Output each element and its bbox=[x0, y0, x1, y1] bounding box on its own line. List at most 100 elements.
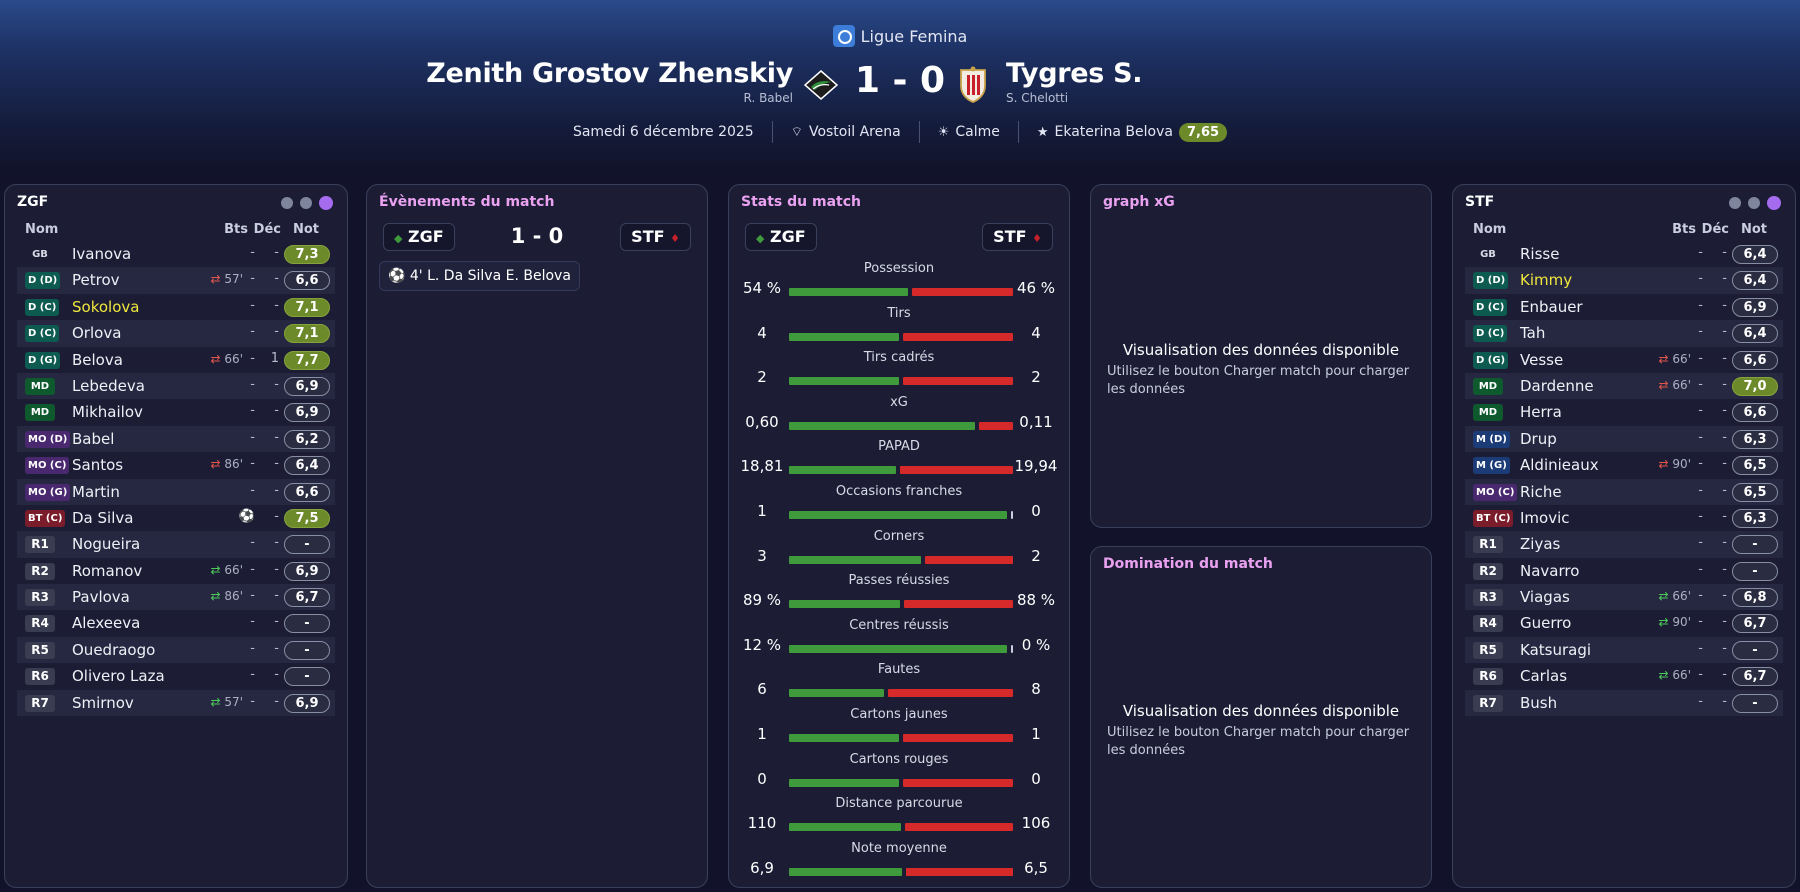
player-row[interactable]: R1 Ziyas - - - bbox=[1465, 531, 1783, 558]
player-name[interactable]: Santos bbox=[72, 456, 124, 475]
col-name[interactable]: Nom bbox=[1473, 222, 1507, 237]
view-dot-3[interactable] bbox=[319, 196, 333, 210]
player-row[interactable]: R2 Navarro - - - bbox=[1465, 558, 1783, 584]
player-name[interactable]: Dardenne bbox=[1520, 376, 1594, 395]
player-name[interactable]: Mikhailov bbox=[72, 403, 143, 422]
player-row[interactable]: D (G) Belova ⇄ 66' -1 7,7 bbox=[17, 347, 335, 373]
player-name[interactable]: Romanov bbox=[72, 561, 143, 580]
view-dot-1[interactable] bbox=[1729, 197, 1741, 209]
stat-away-bar bbox=[906, 867, 1013, 876]
player-name[interactable]: Imovic bbox=[1520, 508, 1570, 527]
col-rating[interactable]: Not bbox=[1740, 222, 1767, 237]
player-name[interactable]: Ivanova bbox=[72, 245, 132, 263]
player-row[interactable]: GB Risse - -6,4 bbox=[1465, 241, 1783, 267]
player-row[interactable]: D (C) Orlova - -7,1 bbox=[17, 320, 335, 347]
player-row[interactable]: M (D) Drup - -6,3 bbox=[1465, 425, 1783, 453]
stat-home-value: 1 bbox=[757, 502, 767, 520]
player-row[interactable]: R5 Katsuragi - - - bbox=[1465, 636, 1783, 664]
player-name[interactable]: Da Silva bbox=[72, 508, 134, 527]
player-name[interactable]: Lebedeva bbox=[72, 376, 145, 395]
player-name[interactable]: Nogueira bbox=[72, 535, 141, 554]
player-name[interactable]: Riche bbox=[1520, 482, 1562, 501]
player-row[interactable]: D (C) Enbauer - -6,9 bbox=[1465, 294, 1783, 320]
player-row[interactable]: MD Mikhailov - -6,9 bbox=[17, 399, 335, 425]
view-dot-2[interactable] bbox=[1748, 197, 1760, 209]
position-badge: R2 bbox=[1473, 562, 1503, 580]
player-name[interactable]: Herra bbox=[1520, 403, 1562, 422]
col-dec[interactable]: Déc bbox=[1701, 222, 1729, 237]
home-team-name[interactable]: Zenith Grostov Zhenskiy bbox=[426, 58, 793, 89]
stats-home-chip: ◆ ZGF bbox=[745, 223, 817, 251]
stat-home-bar bbox=[789, 466, 896, 475]
player-name[interactable]: Tah bbox=[1520, 324, 1546, 343]
event-scorer: L. Da Silva bbox=[427, 268, 502, 284]
player-name[interactable]: Aldinieaux bbox=[1520, 456, 1599, 475]
player-name[interactable]: Bush bbox=[1520, 693, 1558, 712]
player-name[interactable]: Vesse bbox=[1520, 350, 1564, 369]
player-row[interactable]: D (C) Tah - -6,4 bbox=[1465, 320, 1783, 347]
view-dot-1[interactable] bbox=[281, 197, 293, 209]
player-row[interactable]: R3 Viagas ⇄ 66' - -6,8 bbox=[1465, 584, 1783, 611]
stf-small-crest-icon: ♦ bbox=[1032, 232, 1042, 245]
player-name[interactable]: Kimmy bbox=[1520, 271, 1573, 290]
goals-value: - bbox=[1698, 456, 1703, 472]
col-name[interactable]: Nom bbox=[25, 222, 59, 237]
player-row[interactable]: D (D) Kimmy - -6,4 bbox=[1465, 267, 1783, 294]
rating-badge: 7,1 bbox=[284, 324, 330, 344]
away-team-name[interactable]: Tygres S. bbox=[1006, 58, 1143, 89]
player-name[interactable]: Olivero Laza bbox=[72, 667, 165, 686]
home-lineup-panel: ZGF Nom Bts Déc Not GB Ivanova - -7,3 D (D) P… bbox=[4, 184, 348, 888]
player-row[interactable]: MD Herra - -6,6 bbox=[1465, 399, 1783, 425]
col-goals[interactable]: Bts bbox=[224, 222, 248, 237]
player-row[interactable]: MO (C) Riche - -6,5 bbox=[1465, 478, 1783, 505]
event-goal[interactable]: ⚽ 4' L. Da Silva E. Belova bbox=[379, 261, 580, 291]
player-name[interactable]: Orlova bbox=[72, 324, 122, 343]
player-row[interactable]: BT (C) Da Silva ⚽ -7,5 bbox=[17, 505, 335, 531]
player-name[interactable]: Enbauer bbox=[1520, 297, 1583, 316]
player-row[interactable]: D (C) Sokolova - -7,1 bbox=[17, 294, 335, 320]
player-row[interactable]: GB Ivanova - -7,3 bbox=[17, 241, 335, 267]
player-row[interactable]: R5 Ouedraogo - - - bbox=[17, 636, 335, 664]
player-row[interactable]: R6 Carlas ⇄ 66' - -6,7 bbox=[1465, 663, 1783, 689]
player-row[interactable]: MO (C) Santos ⇄ 86' - -6,4 bbox=[17, 452, 335, 478]
position-badge: R5 bbox=[25, 641, 55, 659]
player-name[interactable]: Ouedraogo bbox=[72, 640, 156, 659]
col-dec[interactable]: Déc bbox=[253, 222, 281, 237]
player-row[interactable]: MD Dardenne ⇄ 66' - -7,0 bbox=[1465, 372, 1783, 400]
player-name[interactable]: Carlas bbox=[1520, 667, 1568, 686]
player-name[interactable]: Katsuragi bbox=[1520, 640, 1592, 659]
view-dot-3[interactable] bbox=[1767, 196, 1781, 210]
player-row[interactable]: MD Lebedeva - -6,9 bbox=[17, 372, 335, 400]
player-name[interactable]: Sokolova bbox=[72, 297, 140, 316]
player-name[interactable]: Risse bbox=[1520, 245, 1560, 263]
player-row[interactable]: R4 Guerro ⇄ 90' - -6,7 bbox=[1465, 610, 1783, 636]
player-row[interactable]: M (G) Aldinieaux ⇄ 90' - -6,5 bbox=[1465, 452, 1783, 478]
player-name[interactable]: Belova bbox=[72, 350, 123, 369]
player-row[interactable]: BT (C) Imovic - -6,3 bbox=[1465, 505, 1783, 531]
player-name[interactable]: Smirnov bbox=[72, 693, 134, 712]
player-row[interactable]: MO (D) Babel - -6,2 bbox=[17, 425, 335, 453]
player-name[interactable]: Babel bbox=[72, 429, 115, 448]
player-row[interactable]: R2 Romanov ⇄ 66' - -6,9 bbox=[17, 558, 335, 584]
player-row[interactable]: R3 Pavlova ⇄ 86' - -6,7 bbox=[17, 584, 335, 611]
player-row[interactable]: D (D) Petrov ⇄ 57' - -6,6 bbox=[17, 267, 335, 294]
player-name[interactable]: Petrov bbox=[72, 271, 120, 290]
player-name[interactable]: Drup bbox=[1520, 429, 1557, 448]
view-dot-2[interactable] bbox=[300, 197, 312, 209]
player-name[interactable]: Alexeeva bbox=[72, 614, 141, 633]
player-row[interactable]: R7 Bush - - - bbox=[1465, 689, 1783, 717]
col-rating[interactable]: Not bbox=[292, 222, 319, 237]
player-name[interactable]: Martin bbox=[72, 482, 120, 501]
player-row[interactable]: R1 Nogueira - - - bbox=[17, 531, 335, 558]
player-name[interactable]: Guerro bbox=[1520, 614, 1572, 633]
player-name[interactable]: Viagas bbox=[1520, 588, 1570, 607]
player-name[interactable]: Pavlova bbox=[72, 588, 130, 607]
player-row[interactable]: R4 Alexeeva - - - bbox=[17, 610, 335, 636]
player-row[interactable]: R6 Olivero Laza - - - bbox=[17, 663, 335, 689]
player-name[interactable]: Navarro bbox=[1520, 561, 1580, 580]
player-row[interactable]: D (G) Vesse ⇄ 66' - -6,6 bbox=[1465, 347, 1783, 373]
player-name[interactable]: Ziyas bbox=[1520, 535, 1561, 554]
col-goals[interactable]: Bts bbox=[1672, 222, 1696, 237]
player-row[interactable]: R7 Smirnov ⇄ 57' - -6,9 bbox=[17, 689, 335, 717]
player-row[interactable]: MO (G) Martin - -6,6 bbox=[17, 478, 335, 505]
